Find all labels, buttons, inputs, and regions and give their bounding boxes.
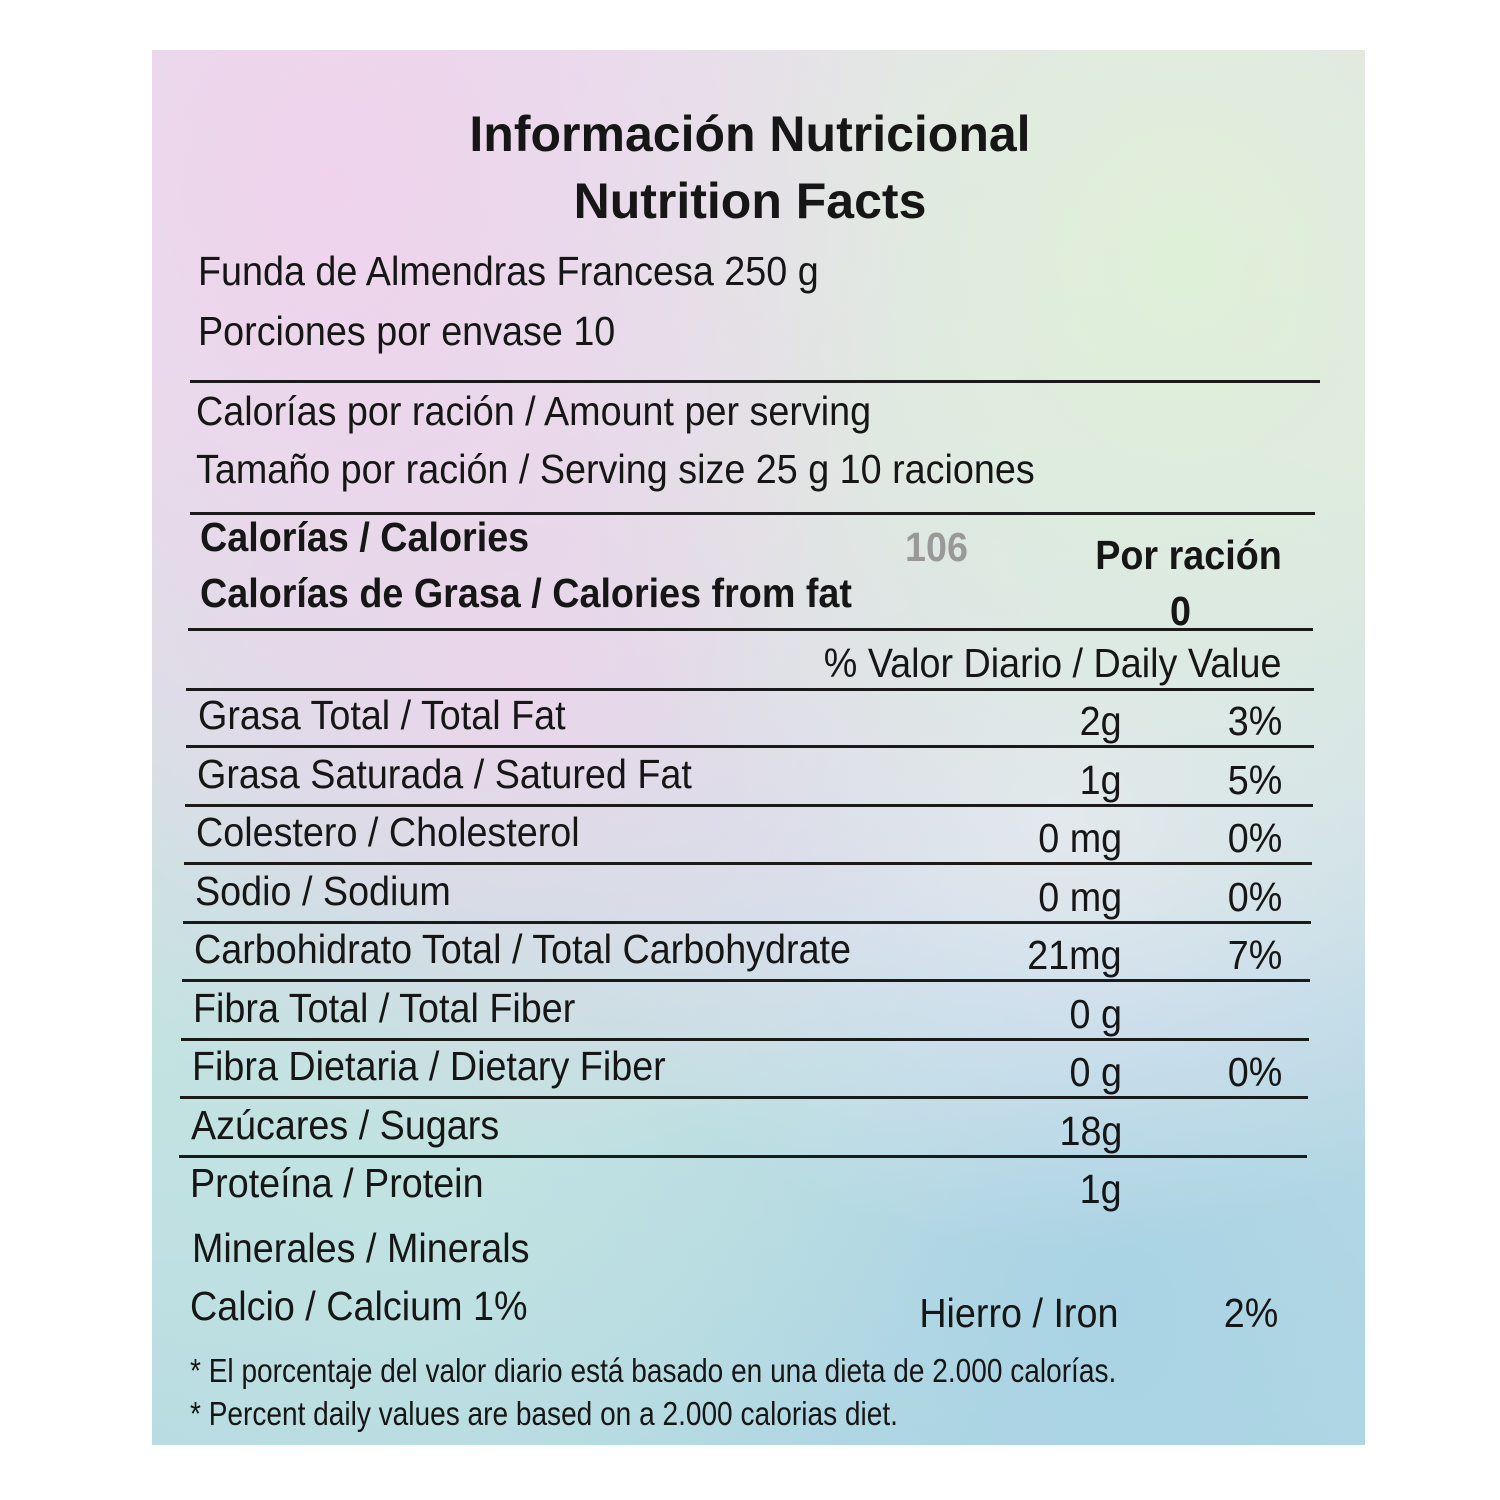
nutrient-label: Colestero / Cholesterol: [196, 809, 580, 855]
nutrient-daily-value: 5%: [1227, 756, 1282, 803]
calories-value: 106: [905, 524, 968, 570]
divider: [185, 803, 1313, 807]
calcium: Calcio / Calcium 1%: [190, 1283, 528, 1329]
nutrient-daily-value: 3%: [1227, 698, 1282, 744]
nutrient-daily-value: 0%: [1227, 815, 1282, 861]
per-serving-label: Por ración: [1095, 532, 1282, 578]
divider: [182, 979, 1310, 982]
nutrient-label: Grasa Total / Total Fat: [198, 692, 566, 738]
nutrient-amount: 0 g: [1069, 1049, 1122, 1095]
nutrient-label: Azúcares / Sugars: [191, 1101, 500, 1148]
divider: [184, 862, 1312, 865]
minerals-label: Minerales / Minerals: [192, 1225, 530, 1271]
nutrient-label: Fibra Dietaria / Dietary Fiber: [192, 1043, 666, 1089]
iron-dv: 2%: [1223, 1290, 1278, 1336]
amount-per-serving: Calorías por ración / Amount per serving: [196, 388, 872, 434]
footnote-es: * El porcentaje del valor diario está ba…: [190, 1352, 1117, 1389]
nutrient-label: Carbohidrato Total / Total Carbohydrate: [194, 926, 852, 972]
divider: [180, 1096, 1308, 1099]
nutrient-label: Sodio / Sodium: [195, 867, 451, 914]
iron-label: Hierro / Iron: [918, 1290, 1118, 1336]
nutrient-daily-value: 0%: [1227, 873, 1282, 920]
divider: [181, 1037, 1309, 1041]
product-name: Funda de Almendras Francesa 250 g: [198, 248, 819, 294]
daily-value-header: % Valor Diario / Daily Value: [824, 640, 1282, 686]
title-en: Nutrition Facts: [573, 173, 927, 229]
divider: [190, 380, 1320, 383]
nutrient-amount: 2g: [1080, 698, 1122, 744]
serving-size: Tamaño por ración / Serving size 25 g 10…: [196, 446, 1035, 492]
calories-label: Calorías / Calories: [200, 514, 530, 560]
divider: [190, 512, 1315, 515]
footnote-en: * Percent daily values are based on a 2.…: [190, 1395, 898, 1432]
nutrient-amount: 0 mg: [1038, 815, 1122, 861]
nutrient-daily-value: 0%: [1227, 1049, 1282, 1095]
divider: [179, 1154, 1307, 1158]
nutrient-daily-value: 7%: [1227, 932, 1282, 978]
nutrient-amount: 1g: [1080, 1166, 1122, 1212]
servings-per-container: Porciones por envase 10: [198, 308, 616, 354]
nutrient-label: Fibra Total / Total Fiber: [193, 984, 576, 1031]
nutrient-amount: 18g: [1059, 1107, 1122, 1154]
nutrient-amount: 0 g: [1069, 990, 1122, 1037]
divider: [183, 920, 1311, 924]
divider: [186, 745, 1314, 748]
nutrient-label: Proteína / Protein: [190, 1160, 484, 1206]
title-es: Información Nutricional: [469, 106, 1031, 162]
nutrient-amount: 21mg: [1027, 932, 1122, 978]
nutrient-amount: 1g: [1080, 756, 1122, 803]
calories-fat-label: Calorías de Grasa / Calories from fat: [200, 570, 852, 616]
divider: [188, 628, 1313, 631]
nutrient-label: Grasa Saturada / Satured Fat: [197, 750, 692, 797]
nutrient-amount: 0 mg: [1038, 873, 1122, 920]
calories-fat-value: 0: [1170, 588, 1191, 634]
divider: [186, 688, 1314, 691]
